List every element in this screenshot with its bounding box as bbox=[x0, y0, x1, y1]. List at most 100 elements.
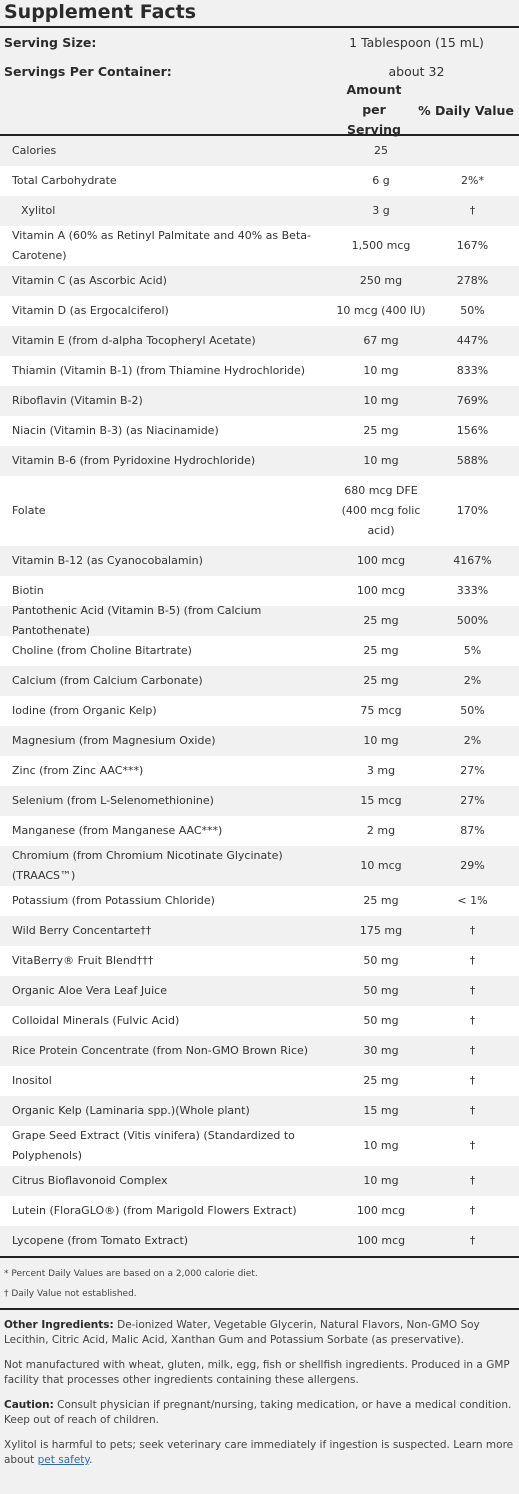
nutrient-amount: 250 mg bbox=[359, 274, 403, 287]
divider bbox=[0, 1308, 519, 1310]
footnote-percent-daily-value: * Percent Daily Values are based on a 2,… bbox=[4, 1269, 258, 1279]
nutrient-daily-value: † bbox=[469, 1074, 476, 1087]
allergen-note: Not manufactured with wheat, gluten, mil… bbox=[4, 1359, 510, 1386]
nutrient-name: Magnesium (from Magnesium Oxide) bbox=[12, 734, 216, 747]
table-row: Citrus Bioflavonoid Complex 10 mg † bbox=[0, 1166, 519, 1196]
xylitol-warning-text: Xylitol is harmful to pets; seek veterin… bbox=[4, 1439, 514, 1466]
nutrient-amount: 10 mg bbox=[363, 1139, 399, 1152]
table-row: Calories 25 bbox=[0, 136, 519, 166]
table-row: Vitamin E (from d-alpha Tocopheryl Aceta… bbox=[0, 326, 519, 356]
table-row: Folate 680 mcg DFE (400 mcg folic acid) 17… bbox=[0, 476, 519, 546]
table-row: Potassium (from Potassium Chloride) 25 mg… bbox=[0, 886, 519, 916]
nutrient-name: Iodine (from Organic Kelp) bbox=[12, 704, 157, 717]
caution: Caution: Consult physician if pregnant/n… bbox=[0, 1398, 519, 1428]
nutrient-daily-value: 447% bbox=[456, 334, 489, 347]
nutrient-name: Lutein (FloraGLO®) (from Marigold Flower… bbox=[12, 1204, 297, 1217]
nutrient-amount: 100 mcg bbox=[356, 554, 406, 567]
nutrient-amount: 10 mg bbox=[363, 364, 399, 377]
nutrient-amount: 10 mg bbox=[363, 454, 399, 467]
table-row: Selenium (from L-Selenomethionine) 15 mcg… bbox=[0, 786, 519, 816]
nutrient-amount: 1,500 mcg bbox=[351, 239, 411, 252]
nutrient-amount: 25 mg bbox=[363, 614, 399, 627]
nutrient-name: Vitamin D (as Ergocalciferol) bbox=[12, 304, 169, 317]
nutrient-daily-value: 5% bbox=[463, 644, 482, 657]
nutrient-amount: 100 mcg bbox=[356, 1234, 406, 1247]
nutrient-daily-value: 278% bbox=[456, 274, 489, 287]
nutrient-name: Zinc (from Zinc AAC***) bbox=[12, 764, 144, 777]
nutrient-daily-value: † bbox=[469, 954, 476, 967]
table-row: Biotin 100 mcg 333% bbox=[0, 576, 519, 606]
nutrient-name: Selenium (from L-Selenomethionine) bbox=[12, 794, 214, 807]
nutrient-amount: 25 mg bbox=[363, 644, 399, 657]
nutrient-amount: 100 mcg bbox=[356, 1204, 406, 1217]
nutrient-name: Colloidal Minerals (Fulvic Acid) bbox=[12, 1014, 180, 1027]
nutrient-daily-value: † bbox=[469, 1014, 476, 1027]
nutrient-daily-value: 588% bbox=[456, 454, 489, 467]
nutrient-name: Chromium (from Chromium Nicotinate Glyci… bbox=[12, 849, 283, 882]
nutrient-amount: 6 g bbox=[372, 174, 390, 187]
nutrient-name: Organic Kelp (Laminaria spp.)(Whole plan… bbox=[12, 1104, 250, 1117]
nutrient-daily-value: 29% bbox=[460, 859, 485, 872]
nutrient-name: Vitamin A (60% as Retinyl Palmitate and … bbox=[12, 229, 311, 262]
nutrient-name: Folate bbox=[12, 504, 46, 517]
pet-safety-link[interactable]: pet safety bbox=[37, 1454, 90, 1466]
caution-text: Consult physician if pregnant/nursing, t… bbox=[4, 1399, 512, 1426]
nutrient-daily-value: 50% bbox=[460, 304, 485, 317]
other-ingredients-text: De-ionized Water, Vegetable Glycerin, Na… bbox=[4, 1319, 480, 1346]
nutrient-daily-value: 333% bbox=[456, 584, 489, 597]
nutrient-name: Inositol bbox=[12, 1074, 52, 1087]
footnotes: * Percent Daily Values are based on a 2,… bbox=[0, 1256, 519, 1300]
nutrient-name: Vitamin B-6 (from Pyridoxine Hydrochlori… bbox=[12, 454, 256, 467]
table-row: Total Carbohydrate 6 g 2%* bbox=[0, 166, 519, 196]
table-row: Vitamin B-12 (as Cyanocobalamin) 100 mcg 4… bbox=[0, 546, 519, 576]
nutrient-name: Xylitol bbox=[21, 204, 56, 217]
table-row: Vitamin C (as Ascorbic Acid) 250 mg 278% bbox=[0, 266, 519, 296]
servings-per-container-label: Servings Per Container: bbox=[4, 64, 172, 79]
nutrient-name: Lycopene (from Tomato Extract) bbox=[12, 1234, 189, 1247]
nutrient-name: Pantothenic Acid (Vitamin B-5) (from Cal… bbox=[12, 604, 262, 637]
nutrient-daily-value: † bbox=[469, 1104, 476, 1117]
nutrient-daily-value: † bbox=[469, 1204, 476, 1217]
nutrient-amount: 25 bbox=[374, 144, 388, 157]
nutrient-name: Rice Protein Concentrate (from Non-GMO B… bbox=[12, 1044, 309, 1057]
nutrient-daily-value: 87% bbox=[460, 824, 485, 837]
table-row: Manganese (from Manganese AAC***) 2 mg 87% bbox=[0, 816, 519, 846]
table-row: Niacin (Vitamin B-3) (as Niacinamide) 25 … bbox=[0, 416, 519, 446]
serving-size-value: 1 Tablespoon (15 mL) bbox=[349, 35, 484, 50]
nutrient-daily-value: 833% bbox=[456, 364, 489, 377]
nutrient-name: Choline (from Choline Bitartrate) bbox=[12, 644, 192, 657]
nutrient-name: Vitamin B-12 (as Cyanocobalamin) bbox=[12, 554, 203, 567]
table-row: Choline (from Choline Bitartrate) 25 mg 5% bbox=[0, 636, 519, 666]
nutrient-daily-value: < 1% bbox=[457, 894, 488, 907]
nutrient-amount: 75 mcg bbox=[360, 704, 402, 717]
nutrient-name: Grape Seed Extract (Vitis vinifera) (Sta… bbox=[12, 1129, 295, 1162]
footnote-daily-value-not-established: † Daily Value not established. bbox=[4, 1289, 137, 1299]
nutrient-table: Calories 25 Total Carbohydrate 6 g 2%* Xylito… bbox=[0, 136, 519, 1256]
table-row: Riboflavin (Vitamin B-2) 10 mg 769% bbox=[0, 386, 519, 416]
nutrient-amount: 25 mg bbox=[363, 424, 399, 437]
serving-size-row: Serving Size: 1 Tablespoon (15 mL) bbox=[0, 28, 519, 57]
nutrient-amount: 30 mg bbox=[363, 1044, 399, 1057]
table-row: Vitamin B-6 (from Pyridoxine Hydrochlori… bbox=[0, 446, 519, 476]
nutrient-amount: 50 mg bbox=[363, 954, 399, 967]
nutrient-amount: 10 mg bbox=[363, 734, 399, 747]
nutrient-amount: 2 mg bbox=[366, 824, 396, 837]
nutrient-daily-value: 500% bbox=[456, 614, 489, 627]
nutrient-amount: 25 mg bbox=[363, 1074, 399, 1087]
table-row: Calcium (from Calcium Carbonate) 25 mg 2% bbox=[0, 666, 519, 696]
nutrient-daily-value: † bbox=[469, 1174, 476, 1187]
nutrient-daily-value: † bbox=[469, 984, 476, 997]
nutrient-name: Potassium (from Potassium Chloride) bbox=[12, 894, 215, 907]
servings-per-container-row: Servings Per Container: about 32 bbox=[0, 57, 519, 86]
nutrient-daily-value: † bbox=[469, 1044, 476, 1057]
nutrient-name: Thiamin (Vitamin B-1) (from Thiamine Hyd… bbox=[12, 364, 306, 377]
nutrient-daily-value: 27% bbox=[460, 794, 485, 807]
nutrient-daily-value: † bbox=[469, 204, 476, 217]
table-row: Vitamin D (as Ergocalciferol) 10 mcg (400… bbox=[0, 296, 519, 326]
nutrient-amount: 67 mg bbox=[363, 334, 399, 347]
nutrient-daily-value: 2%* bbox=[461, 174, 484, 187]
nutrient-daily-value: 2% bbox=[463, 674, 482, 687]
table-row: Grape Seed Extract (Vitis vinifera) (Sta… bbox=[0, 1126, 519, 1166]
nutrient-amount: 680 mcg DFE (400 mcg folic acid) bbox=[341, 484, 421, 537]
